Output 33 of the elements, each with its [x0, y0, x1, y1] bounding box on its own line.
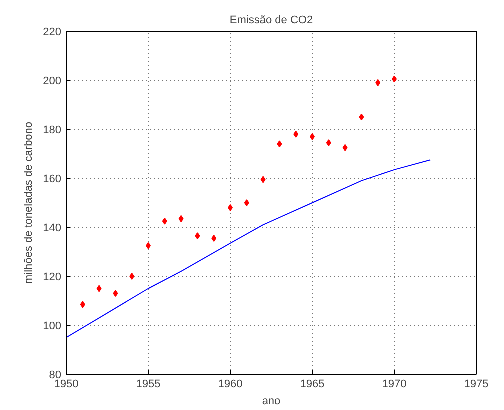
y-axis-title: milhões de toneladas de carbono: [23, 122, 36, 284]
point: [212, 235, 217, 242]
point: [326, 139, 332, 146]
y-tick-label: 140: [43, 222, 62, 234]
y-tick-label: 200: [43, 76, 62, 88]
y-tick-label: 100: [43, 320, 62, 332]
y-tick-label: 160: [43, 174, 62, 186]
y-tick-label: 220: [43, 26, 62, 38]
point: [294, 130, 299, 138]
point: [195, 232, 200, 240]
x-tick-label: 1965: [300, 378, 325, 390]
y-tick-label: 120: [43, 272, 62, 284]
x-tick-label: 1960: [218, 378, 243, 390]
x-tick-label: 1970: [382, 378, 407, 390]
point: [376, 79, 381, 86]
point: [130, 273, 135, 280]
point: [342, 144, 348, 152]
point: [96, 285, 102, 292]
point: [113, 290, 118, 298]
y-tick-label: 180: [43, 124, 62, 136]
point: [80, 301, 86, 308]
line-series: [66, 160, 432, 338]
x-tick-label: 1950: [54, 378, 79, 390]
point: [162, 218, 168, 225]
point: [178, 215, 184, 222]
point: [260, 176, 266, 184]
point: [244, 200, 250, 206]
x-axis-title: ano: [262, 396, 281, 408]
point: [359, 114, 364, 121]
chart-title: Emissão de CO2: [230, 14, 314, 26]
point: [277, 140, 282, 148]
x-tick-label: 1975: [464, 378, 489, 390]
x-tick-label: 1955: [136, 378, 161, 390]
